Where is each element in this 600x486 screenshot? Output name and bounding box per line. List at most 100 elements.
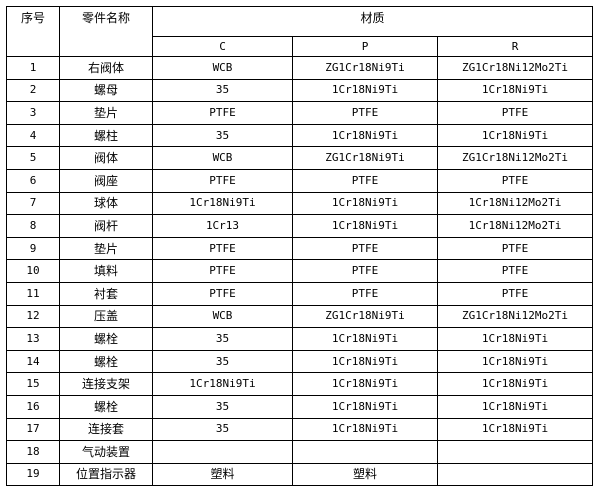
cell-grade-c: PTFE [152, 281, 293, 306]
table-row: 18 气动装置 [6, 440, 594, 464]
cell-part-name: 螺栓 [59, 394, 153, 419]
header-grade-c: C [152, 36, 293, 57]
cell-index: 15 [6, 372, 60, 396]
cell-grade-r: 1Cr18Ni12Mo2Ti [436, 191, 594, 216]
header-row: 序号 零件名称 材质 [6, 6, 594, 57]
cell-part-name: 垫片 [59, 101, 153, 125]
cell-grade-p: PTFE [292, 168, 438, 193]
cell-grade-c: PTFE [152, 236, 293, 261]
cell-part-name: 螺栓 [59, 349, 153, 374]
cell-part-name: 填料 [59, 259, 153, 283]
table-row: 1 右阀体 WCB ZG1Cr18Ni9Ti ZG1Cr18Ni12Mo2Ti [6, 56, 594, 80]
table-row: 2 螺母 35 1Cr18Ni9Ti 1Cr18Ni9Ti [6, 78, 594, 103]
table-row: 8 阀杆 1Cr13 1Cr18Ni9Ti 1Cr18Ni12Mo2Ti [6, 214, 594, 238]
cell-index: 17 [6, 417, 60, 442]
cell-index: 3 [6, 101, 60, 125]
cell-grade-r: PTFE [436, 168, 594, 193]
cell-grade-r: 1Cr18Ni9Ti [436, 327, 594, 351]
cell-grade-r: 1Cr18Ni12Mo2Ti [436, 214, 594, 238]
header-grade-r: R [436, 36, 594, 57]
cell-grade-r: PTFE [436, 236, 594, 261]
cell-grade-p: 1Cr18Ni9Ti [292, 372, 438, 396]
cell-grade-p: PTFE [292, 281, 438, 306]
cell-grade-c: 塑料 [152, 462, 293, 486]
cell-part-name: 连接支架 [59, 372, 153, 396]
cell-grade-p: 1Cr18Ni9Ti [292, 214, 438, 238]
cell-grade-p: 1Cr18Ni9Ti [292, 327, 438, 351]
cell-grade-c: 35 [152, 78, 293, 103]
header-grade-p: P [292, 36, 438, 57]
cell-part-name: 连接套 [59, 417, 153, 442]
table-row: 7 球体 1Cr18Ni9Ti 1Cr18Ni9Ti 1Cr18Ni12Mo2Ti [6, 191, 594, 216]
subheader-row: C P R [7, 36, 594, 57]
cell-grade-p: 1Cr18Ni9Ti [292, 394, 438, 419]
cell-index: 10 [6, 259, 60, 283]
cell-grade-r [436, 462, 594, 486]
cell-index: 11 [6, 281, 60, 306]
cell-grade-r: PTFE [436, 281, 594, 306]
cell-grade-r [436, 440, 594, 464]
cell-grade-p: 1Cr18Ni9Ti [292, 78, 438, 103]
cell-part-name: 位置指示器 [59, 462, 153, 486]
cell-grade-p: 1Cr18Ni9Ti [292, 123, 438, 148]
cell-grade-c: WCB [152, 56, 293, 80]
cell-index: 18 [6, 440, 60, 464]
table-row: 14 螺栓 35 1Cr18Ni9Ti 1Cr18Ni9Ti [6, 349, 594, 374]
cell-index: 1 [6, 56, 60, 80]
cell-index: 5 [6, 146, 60, 170]
cell-index: 9 [6, 236, 60, 261]
cell-part-name: 阀座 [59, 168, 153, 193]
cell-grade-r: ZG1Cr18Ni12Mo2Ti [436, 56, 594, 80]
cell-grade-c: PTFE [152, 101, 293, 125]
cell-grade-c: 35 [152, 123, 293, 148]
table-row: 6 阀座 PTFE PTFE PTFE [6, 168, 594, 193]
cell-part-name: 垫片 [59, 236, 153, 261]
cell-grade-c: 35 [152, 394, 293, 419]
cell-index: 4 [6, 123, 60, 148]
cell-part-name: 气动装置 [59, 440, 153, 464]
cell-grade-p: 1Cr18Ni9Ti [292, 191, 438, 216]
header-part-name: 零件名称 [59, 6, 153, 57]
cell-part-name: 螺柱 [59, 123, 153, 148]
cell-part-name: 阀杆 [59, 214, 153, 238]
table-row: 17 连接套 35 1Cr18Ni9Ti 1Cr18Ni9Ti [6, 417, 594, 442]
cell-grade-c: 35 [152, 417, 293, 442]
cell-grade-p: 1Cr18Ni9Ti [292, 349, 438, 374]
cell-grade-c: PTFE [152, 168, 293, 193]
cell-part-name: 衬套 [59, 281, 153, 306]
cell-grade-p: ZG1Cr18Ni9Ti [292, 56, 438, 80]
cell-index: 16 [6, 394, 60, 419]
cell-part-name: 螺母 [59, 78, 153, 103]
table-row: 12 压盖 WCB ZG1Cr18Ni9Ti ZG1Cr18Ni12Mo2Ti [6, 304, 594, 329]
header-material: 材质 [151, 6, 594, 37]
table-row: 9 垫片 PTFE PTFE PTFE [6, 236, 594, 261]
cell-grade-p: ZG1Cr18Ni9Ti [292, 146, 438, 170]
cell-grade-c [152, 440, 293, 464]
cell-grade-c: 35 [152, 327, 293, 351]
cell-grade-p: 1Cr18Ni9Ti [292, 417, 438, 442]
cell-index: 19 [6, 462, 60, 486]
cell-part-name: 阀体 [59, 146, 153, 170]
cell-index: 6 [6, 168, 60, 193]
cell-part-name: 右阀体 [59, 56, 153, 80]
cell-grade-r: ZG1Cr18Ni12Mo2Ti [436, 146, 594, 170]
cell-index: 12 [6, 304, 60, 329]
table-row: 3 垫片 PTFE PTFE PTFE [6, 101, 594, 125]
cell-index: 2 [6, 78, 60, 103]
cell-index: 7 [6, 191, 60, 216]
cell-grade-p: 塑料 [292, 462, 438, 486]
table-row: 19 位置指示器 塑料 塑料 [6, 462, 594, 486]
header-index: 序号 [6, 6, 60, 57]
cell-grade-p: PTFE [292, 236, 438, 261]
table-row: 11 衬套 PTFE PTFE PTFE [6, 281, 594, 306]
table-row: 13 螺栓 35 1Cr18Ni9Ti 1Cr18Ni9Ti [6, 327, 594, 351]
cell-grade-r: 1Cr18Ni9Ti [436, 417, 594, 442]
table-row: 15 连接支架 1Cr18Ni9Ti 1Cr18Ni9Ti 1Cr18Ni9Ti [6, 372, 594, 396]
cell-grade-p: PTFE [292, 101, 438, 125]
cell-index: 8 [6, 214, 60, 238]
cell-grade-c: 1Cr18Ni9Ti [152, 191, 293, 216]
cell-grade-r: 1Cr18Ni9Ti [436, 349, 594, 374]
cell-grade-c: WCB [152, 304, 293, 329]
table-row: 16 螺栓 35 1Cr18Ni9Ti 1Cr18Ni9Ti [6, 394, 594, 419]
cell-grade-r: 1Cr18Ni9Ti [436, 372, 594, 396]
